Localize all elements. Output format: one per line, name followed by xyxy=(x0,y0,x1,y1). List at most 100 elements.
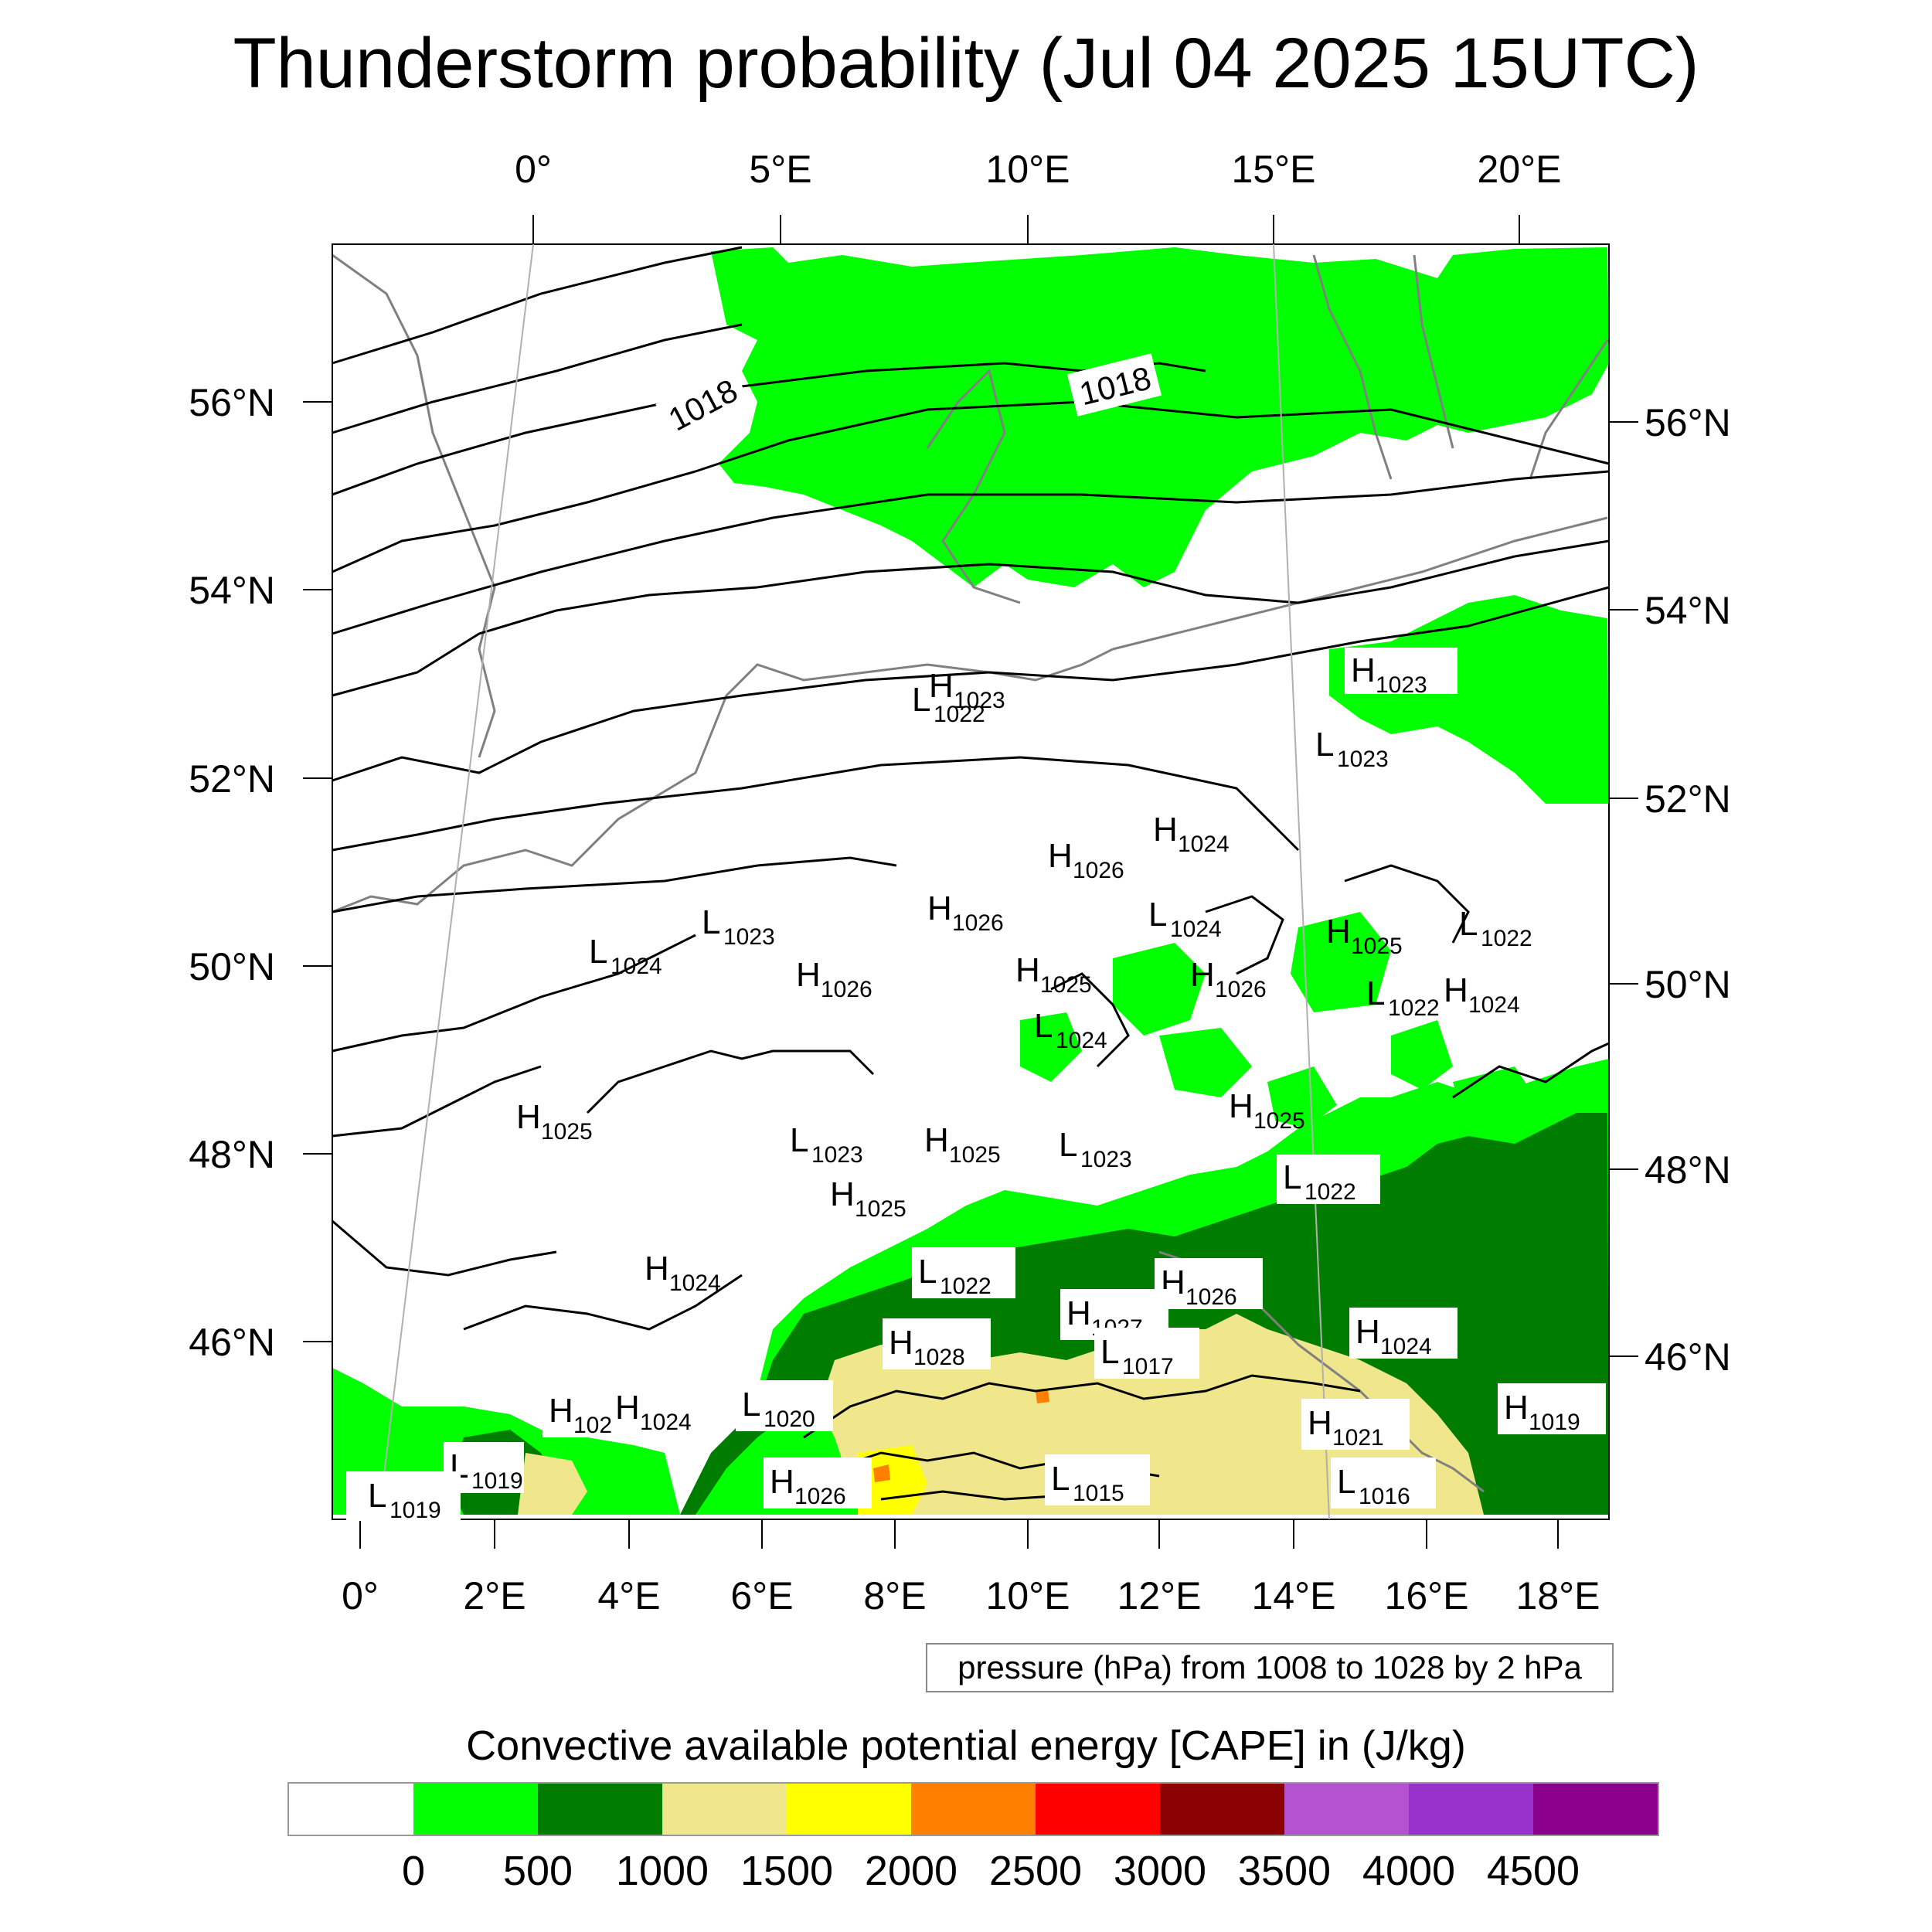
pressure-center-letter: L xyxy=(368,1477,386,1515)
pressure-center-value: 1025 xyxy=(855,1196,906,1222)
pressure-center-value: 1015 xyxy=(1073,1481,1124,1506)
cape-patch-3 xyxy=(1291,912,1391,1012)
pressure-center-value: 1026 xyxy=(1073,858,1124,883)
top-lon-label: 5°E xyxy=(749,148,811,191)
right-lat-label: 56°N xyxy=(1645,401,1731,444)
pressure-center-letter: H xyxy=(927,889,952,927)
pressure-center-letter: L xyxy=(1366,975,1385,1012)
pressure-center-value: 1017 xyxy=(1122,1354,1174,1379)
pressure-center-letter: H xyxy=(770,1463,794,1501)
colorbar-tick-label: 500 xyxy=(502,1848,573,1894)
pressure-center-letter: H xyxy=(1048,837,1073,875)
right-lat-labels: 56°N 54°N 52°N 50°N 48°N 46°N xyxy=(1645,401,1731,1379)
colorbar-tick-label: 0 xyxy=(401,1848,426,1894)
pressure-center-value: 1022 xyxy=(1304,1179,1356,1205)
cape-patch-2 xyxy=(1159,1028,1252,1097)
pressure-center-letter: L xyxy=(702,903,720,941)
pressure-center-letter: H xyxy=(1444,971,1468,1009)
pressure-center-value: 1019 xyxy=(389,1498,441,1523)
colorbar-tick-label: 4500 xyxy=(1486,1848,1580,1894)
pressure-center-value: 1023 xyxy=(723,924,775,950)
pressure-center-value: 1025 xyxy=(1351,934,1403,959)
map-title: Thunderstorm probability (Jul 04 2025 15… xyxy=(233,24,1699,103)
pressure-center-letter: H xyxy=(516,1098,541,1136)
pressure-center-letter: H xyxy=(830,1175,855,1213)
cape-area-khaki-west xyxy=(518,1453,587,1515)
left-lat-label: 52°N xyxy=(189,757,275,801)
cape-patch-5 xyxy=(1391,1020,1453,1090)
left-lat-label: 54°N xyxy=(189,569,275,612)
pressure-center-letter: L xyxy=(1059,1126,1077,1164)
pressure-center-letter: H xyxy=(796,956,821,994)
pressure-center-value: 1024 xyxy=(1468,992,1520,1018)
pressure-center-letter: H xyxy=(1229,1087,1253,1125)
bottom-lon-label: 14°E xyxy=(1252,1574,1336,1617)
pressure-center-letter: H xyxy=(1153,811,1178,849)
pressure-center-value: 1023 xyxy=(1376,672,1427,698)
pressure-center-value: 1023 xyxy=(954,688,1005,713)
cape-area-yellow xyxy=(858,1445,927,1515)
left-lat-label: 56°N xyxy=(189,381,275,424)
top-lon-label: 15°E xyxy=(1232,148,1316,191)
top-lon-labels: 0° 5°E 10°E 15°E 20°E xyxy=(515,148,1561,191)
right-lat-label: 48°N xyxy=(1645,1148,1731,1192)
pressure-center-value: 1022 xyxy=(1388,995,1440,1021)
top-lon-label: 10°E xyxy=(986,148,1070,191)
pressure-centers: H 1023 L 1022 H 1023 L 1023 H 1024 H 1026 H 102… xyxy=(346,648,1606,1523)
colorbar-swatch xyxy=(662,1784,787,1835)
pressure-center-letter: L xyxy=(1100,1333,1119,1371)
pressure-center-letter: L xyxy=(1051,1460,1070,1498)
pressure-center-value: 1016 xyxy=(1359,1484,1410,1509)
pressure-center-letter: L xyxy=(912,681,930,719)
colorbar-swatch xyxy=(1036,1784,1160,1835)
pressure-center-value: 1024 xyxy=(1380,1334,1432,1359)
pressure-center-value: 1022 xyxy=(940,1274,992,1299)
bottom-lon-label: 0° xyxy=(342,1574,379,1617)
colorbar-swatch xyxy=(1409,1784,1533,1835)
pressure-center-letter: H xyxy=(1308,1404,1332,1442)
pressure-center-value: 1028 xyxy=(913,1345,965,1370)
pressure-center-letter: L xyxy=(918,1253,937,1291)
pressure-center-letter: H xyxy=(1326,913,1351,951)
pressure-center-value: 1023 xyxy=(811,1142,863,1168)
top-lon-label: 0° xyxy=(515,148,552,191)
cape-patch-1 xyxy=(1113,943,1206,1036)
pressure-center-letter: H xyxy=(1190,956,1215,994)
pressure-center-value: 1025 xyxy=(1253,1108,1305,1134)
pressure-center-letter: H xyxy=(1355,1313,1380,1351)
left-lat-labels: 56°N 54°N 52°N 50°N 48°N 46°N xyxy=(189,381,275,1364)
colorbar-tick-label: 1000 xyxy=(615,1848,709,1894)
colorbar-tick-label: 2500 xyxy=(988,1848,1083,1894)
colorbar-swatch xyxy=(1160,1784,1284,1835)
pressure-center-letter: H xyxy=(924,1121,949,1159)
axis-ticks xyxy=(303,215,1638,1549)
pressure-center-letter: H xyxy=(1504,1389,1529,1427)
pressure-center-letter: L xyxy=(1337,1463,1355,1501)
left-lat-label: 48°N xyxy=(189,1133,275,1176)
bottom-lon-label: 12°E xyxy=(1117,1574,1202,1617)
isobars xyxy=(332,246,1610,1501)
left-lat-label: 50°N xyxy=(189,945,275,988)
bottom-lon-label: 6°E xyxy=(730,1574,793,1617)
pressure-center-value: 1024 xyxy=(669,1270,721,1296)
pressure-center-letter: H xyxy=(615,1389,640,1427)
pressure-center-value: 1024 xyxy=(611,954,662,979)
pressure-center-value: 1025 xyxy=(949,1142,1001,1168)
pressure-center-letter: H xyxy=(645,1250,669,1287)
colorbar-swatch xyxy=(289,1784,413,1835)
pressure-center-value: 1026 xyxy=(821,977,872,1002)
pressure-info-box: pressure (hPa) from 1008 to 1028 by 2 hP… xyxy=(926,1643,1614,1692)
pressure-center-value: 1024 xyxy=(1056,1028,1107,1053)
pressure-center-value: 1024 xyxy=(1170,917,1222,942)
bottom-lon-label: 16°E xyxy=(1385,1574,1469,1617)
colorbar-swatch xyxy=(538,1784,662,1835)
colorbar-tick-label: 3500 xyxy=(1237,1848,1332,1894)
pressure-center-value: 1023 xyxy=(1080,1147,1132,1172)
pressure-center-letter: L xyxy=(589,933,607,971)
left-lat-label: 46°N xyxy=(189,1321,275,1364)
pressure-center-letter: H xyxy=(1066,1294,1091,1332)
cape-spot-orange-1 xyxy=(873,1464,890,1482)
pressure-center-value: 1026 xyxy=(794,1484,846,1509)
pressure-center-letter: H xyxy=(549,1392,573,1430)
